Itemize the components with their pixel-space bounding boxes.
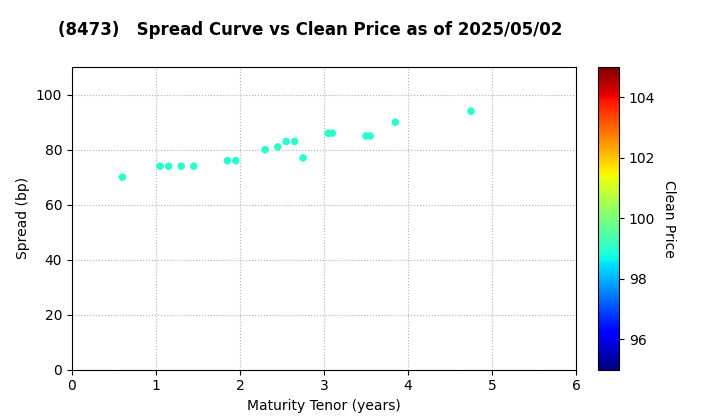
Point	[163, 163, 174, 170]
Point	[259, 146, 271, 153]
Point	[390, 119, 401, 126]
Point	[297, 155, 309, 161]
Point	[230, 158, 242, 164]
Point	[188, 163, 199, 170]
Point	[323, 130, 334, 136]
Point	[360, 133, 372, 139]
Text: (8473)   Spread Curve vs Clean Price as of 2025/05/02: (8473) Spread Curve vs Clean Price as of…	[58, 21, 562, 39]
Point	[327, 130, 338, 136]
Point	[289, 138, 300, 145]
Point	[154, 163, 166, 170]
Point	[465, 108, 477, 115]
Y-axis label: Spread (bp): Spread (bp)	[17, 177, 30, 260]
Point	[272, 144, 284, 150]
Point	[222, 158, 233, 164]
X-axis label: Maturity Tenor (years): Maturity Tenor (years)	[247, 399, 401, 413]
Point	[117, 174, 128, 181]
Point	[364, 133, 376, 139]
Y-axis label: Clean Price: Clean Price	[662, 179, 676, 257]
Point	[176, 163, 187, 170]
Point	[281, 138, 292, 145]
